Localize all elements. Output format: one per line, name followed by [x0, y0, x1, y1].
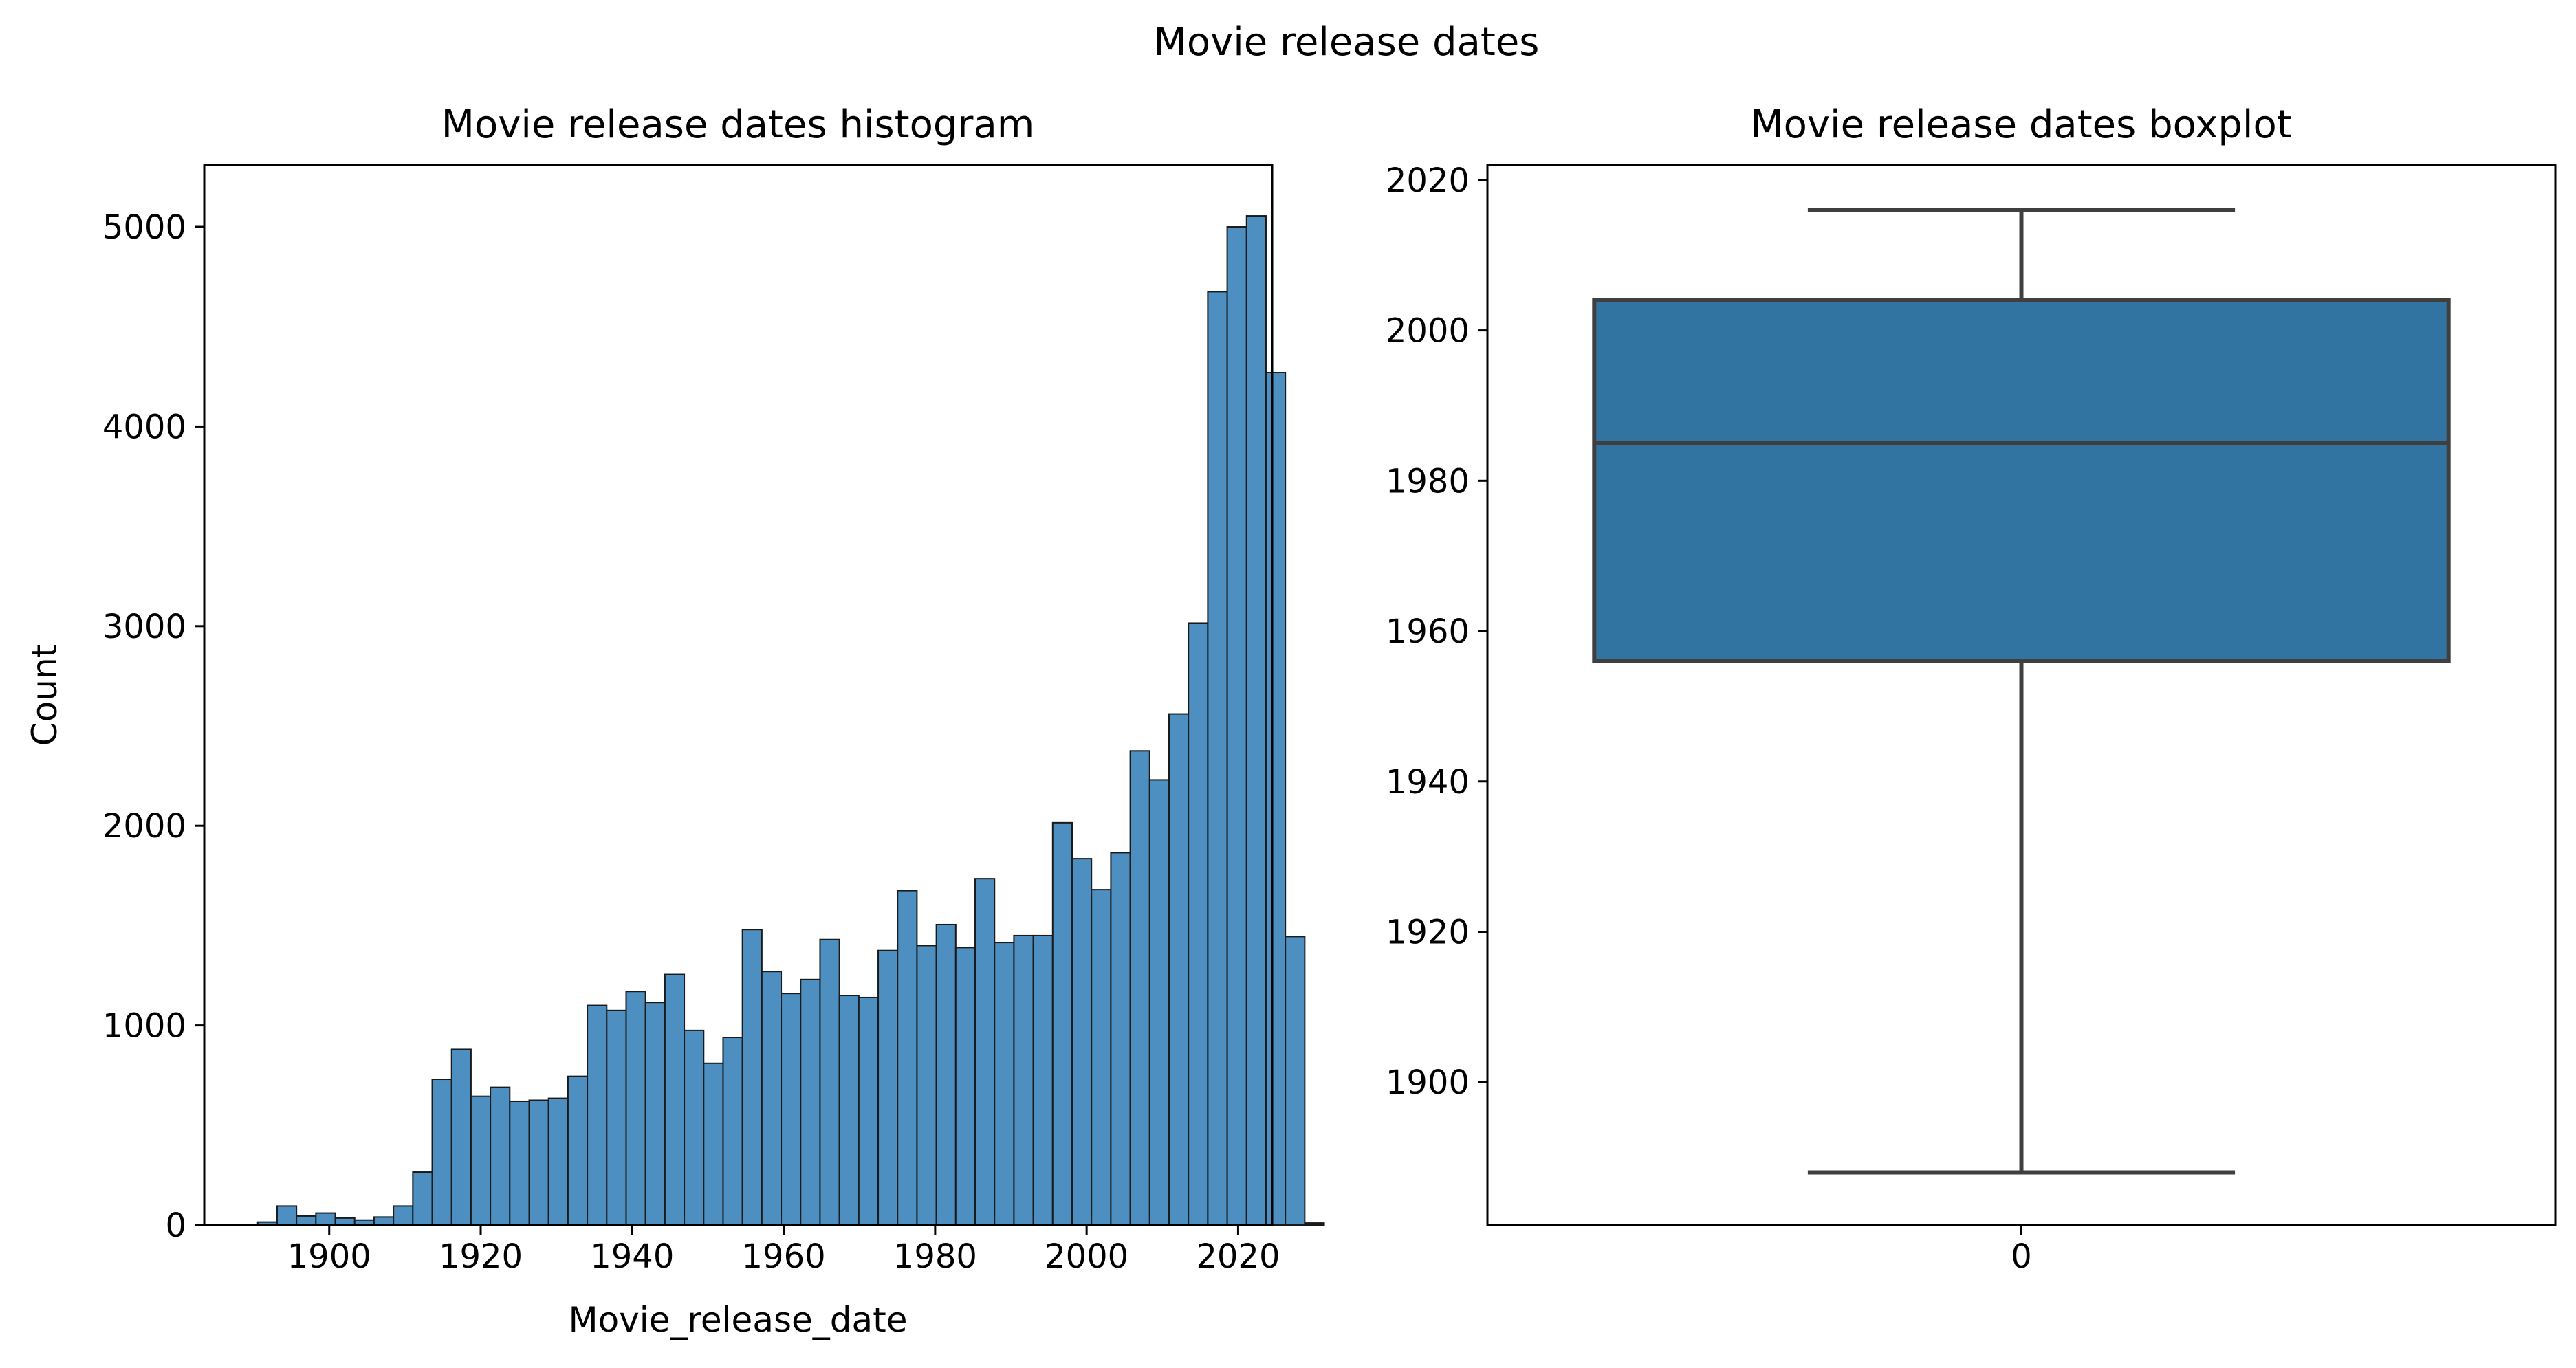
histogram-x-tick-label: 1920 — [439, 1237, 523, 1276]
histogram-y-tick-label: 2000 — [102, 807, 186, 846]
histogram-bar — [722, 1037, 743, 1226]
figure-title: Movie release dates — [1154, 20, 1540, 65]
boxplot-x-ticks: 0 — [2011, 1225, 2032, 1276]
histogram-bar — [296, 1215, 317, 1226]
histogram-bar — [761, 971, 783, 1226]
histogram-bar — [412, 1171, 433, 1226]
boxplot-x-tick-label: 0 — [2011, 1237, 2032, 1276]
histogram-bar — [315, 1212, 336, 1226]
histogram-x-tick-label: 1980 — [893, 1237, 977, 1276]
histogram-bar — [1129, 750, 1150, 1226]
histogram-x-tick-label: 1960 — [742, 1237, 826, 1276]
histogram-bar — [490, 1086, 511, 1226]
histogram-x-tick-label: 2000 — [1045, 1237, 1128, 1276]
histogram-bar — [741, 929, 763, 1226]
histogram-bar — [703, 1062, 724, 1226]
histogram-y-tick-label: 5000 — [102, 208, 186, 247]
histogram-bar — [1188, 622, 1209, 1226]
histogram-bar — [974, 878, 996, 1226]
boxplot-y-tick-label: 1900 — [1386, 1063, 1470, 1102]
histogram-bar — [276, 1205, 298, 1226]
histogram-bar — [954, 947, 976, 1226]
boxplot-y-tick-label: 1960 — [1386, 613, 1470, 651]
histogram-y-tick-label: 4000 — [102, 408, 186, 446]
histogram-bar — [509, 1100, 530, 1226]
histogram-x-tick-label: 1940 — [590, 1237, 674, 1276]
histogram-bar — [373, 1216, 395, 1226]
histogram-bar — [1207, 291, 1228, 1226]
histogram-bar — [858, 996, 880, 1226]
histogram-y-tick-label: 1000 — [102, 1007, 186, 1046]
histogram-bar — [1091, 889, 1112, 1226]
histogram-bar — [1148, 779, 1170, 1226]
histogram-bar — [1168, 713, 1190, 1226]
boxplot-y-tick-label: 1980 — [1386, 462, 1470, 500]
histogram-bar — [1304, 1222, 1325, 1226]
histogram-bar — [1071, 858, 1093, 1226]
histogram-bar — [819, 938, 840, 1226]
histogram-bar — [1051, 821, 1073, 1226]
histogram-bar — [838, 995, 860, 1226]
histogram-bar — [897, 890, 918, 1226]
histogram-y-tick-label: 3000 — [102, 608, 186, 646]
histogram-y-tick-label: 0 — [165, 1206, 186, 1245]
histogram-bar — [393, 1205, 414, 1226]
histogram-bar — [431, 1079, 452, 1226]
histogram-x-tick-label: 1900 — [287, 1237, 371, 1276]
histogram-bar — [470, 1095, 492, 1226]
histogram-bar — [587, 1004, 608, 1226]
histogram-bar — [1245, 215, 1267, 1226]
histogram-bar — [781, 993, 802, 1226]
boxplot-title: Movie release dates boxplot — [1750, 102, 2291, 147]
histogram-bar — [450, 1048, 472, 1226]
histogram-y-axis-label: Count — [25, 644, 65, 747]
histogram-bar — [567, 1075, 589, 1226]
histogram-bar — [935, 923, 957, 1226]
histogram-bar — [877, 949, 899, 1226]
boxplot-box — [1592, 298, 2451, 663]
histogram-y-ticks: 0 1000 2000 3000 4000 5000 — [102, 208, 204, 1245]
histogram-title: Movie release dates histogram — [441, 102, 1035, 147]
histogram-bar — [1110, 852, 1131, 1226]
histogram-bar — [994, 942, 1015, 1226]
histogram-bars — [256, 215, 1325, 1226]
boxplot-y-ticks: 1900 1920 1940 1960 1980 2000 2020 — [1386, 162, 1487, 1102]
histogram-bar — [1265, 372, 1287, 1226]
histogram-bar — [644, 1002, 666, 1226]
boxplot-y-tick-label: 1940 — [1386, 763, 1470, 802]
histogram-bar — [625, 991, 646, 1226]
histogram-bar — [684, 1029, 705, 1226]
histogram-bar — [1013, 934, 1034, 1226]
histogram-bar — [1032, 934, 1054, 1226]
boxplot-panel: Movie release dates boxplot 1900 1920 1940… — [1386, 102, 2557, 1276]
boxplot-y-tick-label: 2020 — [1386, 162, 1470, 200]
histogram-x-axis-label: Movie_release_date — [568, 1300, 907, 1340]
boxplot-y-tick-label: 2000 — [1386, 312, 1470, 351]
histogram-bar — [1285, 936, 1306, 1226]
histogram-bar — [800, 978, 821, 1226]
histogram-bar — [334, 1217, 356, 1226]
boxplot-y-tick-label: 1920 — [1386, 913, 1470, 951]
histogram-bar — [664, 973, 686, 1226]
histogram-bar — [547, 1097, 569, 1226]
boxplot-marks — [1592, 208, 2451, 1175]
histogram-bar — [916, 945, 937, 1226]
histogram-panel: Movie release dates histogram 1900 1920 19… — [25, 102, 1325, 1340]
histogram-axes-frame — [203, 164, 1274, 1226]
histogram-x-tick-label: 2020 — [1196, 1237, 1280, 1276]
histogram-x-ticks: 1900 1920 1940 1960 1980 2000 2020 — [287, 1225, 1280, 1276]
histogram-bar — [606, 1009, 627, 1226]
boxplot-axes-frame — [1486, 164, 2557, 1226]
histogram-bar — [528, 1099, 549, 1226]
histogram-bar — [1226, 226, 1247, 1226]
